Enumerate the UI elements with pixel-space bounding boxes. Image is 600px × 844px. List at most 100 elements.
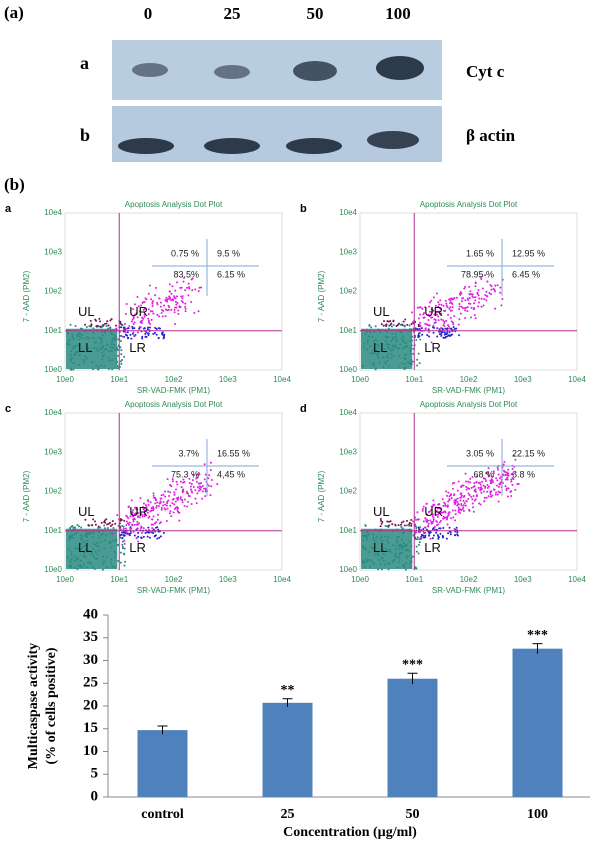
dot [201, 485, 204, 488]
dot [502, 469, 505, 472]
dot [443, 333, 446, 336]
dot [69, 323, 72, 326]
gate-label: UL [373, 304, 390, 319]
gate-label: UR [424, 304, 443, 319]
dot [447, 313, 450, 316]
dot [147, 332, 150, 335]
dot [427, 328, 430, 331]
dot [379, 538, 382, 541]
plot-title: Apoptosis Analysis Dot Plot [420, 200, 518, 209]
dot [119, 551, 122, 554]
dot [454, 499, 457, 502]
dot [136, 316, 139, 319]
dot [424, 327, 427, 330]
dot [432, 499, 435, 502]
quadrant-percent: 6.15 % [217, 269, 245, 279]
dot [383, 320, 386, 323]
dot [434, 506, 437, 509]
dot [133, 321, 136, 324]
dot [485, 290, 488, 293]
bar [387, 678, 438, 797]
dot [120, 533, 123, 536]
dot [456, 534, 459, 537]
dot [109, 319, 112, 322]
dot [119, 321, 122, 324]
dot [85, 544, 88, 547]
dot [382, 553, 385, 556]
dot [416, 536, 419, 539]
dot [396, 539, 399, 542]
dot [87, 549, 90, 552]
dot [490, 490, 493, 493]
dot [92, 337, 95, 340]
dot [170, 308, 173, 311]
plot-letter: d [300, 403, 307, 415]
dot [79, 332, 82, 335]
dot [396, 556, 399, 559]
dot [146, 535, 149, 538]
dot [419, 321, 422, 324]
dot [398, 553, 401, 556]
dot [204, 490, 207, 493]
dot [443, 331, 446, 334]
dot [109, 524, 112, 527]
dot [363, 561, 366, 564]
dot [112, 337, 115, 340]
dot [451, 509, 454, 512]
dot [460, 292, 463, 295]
dot [387, 550, 390, 553]
dot [73, 567, 76, 570]
dot [478, 502, 481, 505]
dot [93, 520, 96, 523]
dot [454, 534, 457, 537]
dot [364, 332, 367, 335]
dot [155, 333, 158, 336]
dot [465, 488, 468, 491]
dot [472, 495, 475, 498]
dot [512, 454, 515, 457]
dot [410, 335, 413, 338]
x-tick-label: 10e3 [514, 575, 532, 584]
dot [446, 306, 449, 309]
dot [480, 275, 483, 278]
concentration-label: 100 [385, 4, 411, 23]
dot [114, 357, 117, 360]
dot [491, 475, 494, 478]
dot [466, 306, 469, 309]
dot [69, 566, 72, 569]
dot [153, 522, 156, 525]
dot [148, 536, 151, 539]
dot [155, 521, 158, 524]
dot [419, 324, 422, 327]
dot [170, 299, 173, 302]
dot [417, 332, 420, 335]
dot [73, 533, 76, 536]
dot [461, 507, 464, 510]
dot [144, 510, 147, 513]
dot [401, 548, 404, 551]
dot [394, 545, 397, 548]
dot [411, 360, 414, 363]
dot [415, 339, 418, 342]
dot [146, 511, 149, 514]
dot [108, 540, 111, 543]
dot [415, 531, 418, 534]
dot [409, 560, 412, 563]
dot [460, 504, 463, 507]
dot [427, 522, 430, 525]
dot [371, 335, 374, 338]
dot [97, 527, 100, 530]
dot [437, 512, 440, 515]
dot [203, 463, 206, 466]
dot [406, 524, 409, 527]
dot [143, 515, 146, 518]
dot [199, 488, 202, 491]
dot [130, 499, 133, 502]
dot [70, 551, 73, 554]
dot [446, 494, 449, 497]
dot [387, 320, 390, 323]
dot [365, 559, 368, 562]
dot [444, 504, 447, 507]
gate-label: LR [424, 540, 441, 555]
dot [428, 534, 431, 537]
